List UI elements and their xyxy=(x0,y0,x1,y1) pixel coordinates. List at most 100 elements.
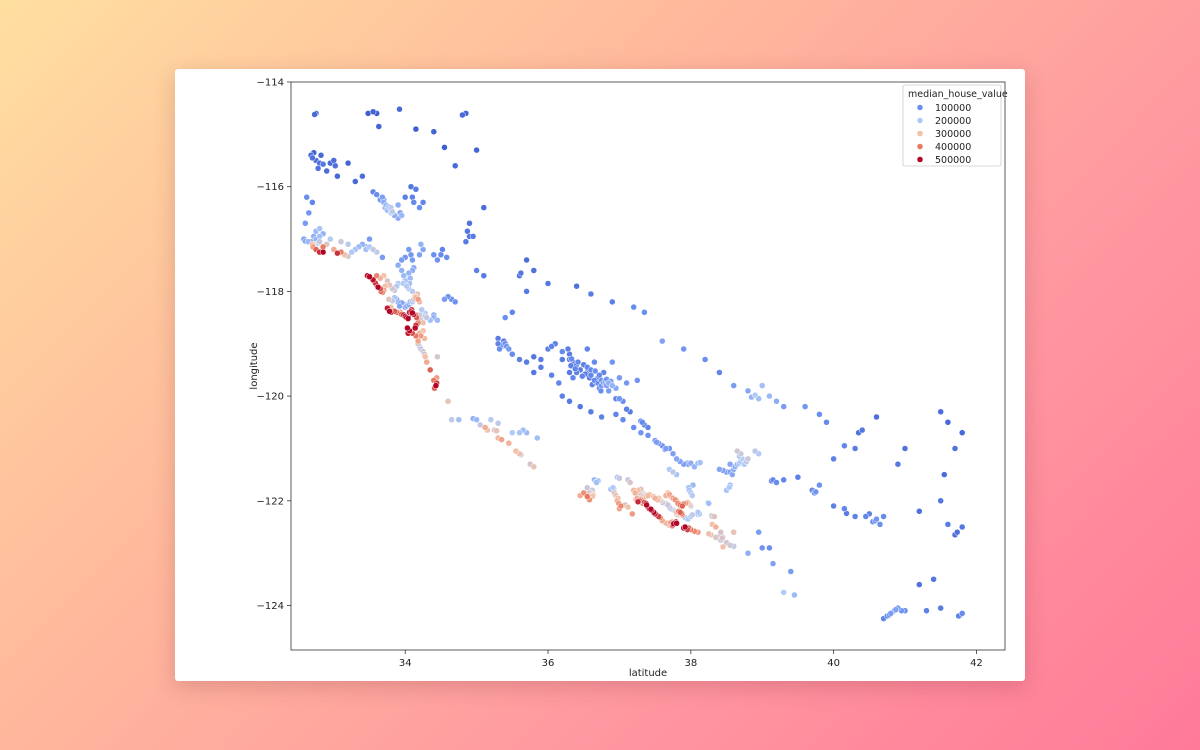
scatter-point xyxy=(617,502,625,510)
scatter-point xyxy=(673,455,680,463)
scatter-point xyxy=(509,350,516,358)
scatter-point xyxy=(705,500,712,507)
scatter-point xyxy=(791,591,798,599)
scatter-point xyxy=(443,254,450,261)
scatter-point xyxy=(916,581,923,588)
scatter-point xyxy=(892,606,900,613)
scatter-point xyxy=(317,152,325,159)
scatter-point xyxy=(726,483,733,491)
scatter-point xyxy=(616,395,623,402)
scatter-point xyxy=(559,356,566,363)
scatter-point xyxy=(566,369,573,376)
scatter-point xyxy=(375,123,383,130)
scatter-point xyxy=(701,356,709,363)
scatter-point xyxy=(505,345,513,353)
scatter-point xyxy=(823,419,830,426)
scatter-point xyxy=(647,505,655,513)
scatter-point xyxy=(412,186,420,193)
scatter-point xyxy=(509,309,516,316)
scatter-point xyxy=(712,534,720,541)
scatter-point xyxy=(493,427,500,434)
scatter-point xyxy=(404,315,412,322)
scatter-point xyxy=(571,365,579,373)
scatter-point xyxy=(669,450,677,457)
scatter-point xyxy=(439,246,446,253)
scatter-point xyxy=(459,111,466,119)
scatter-point xyxy=(637,429,645,436)
scatter-point xyxy=(587,408,595,416)
scatter-point xyxy=(396,302,403,310)
scatter-point xyxy=(591,358,598,366)
scatter-point xyxy=(659,337,666,345)
legend-label: 100000 xyxy=(935,103,971,114)
scatter-point xyxy=(880,513,887,520)
scatter-point xyxy=(641,309,648,316)
scatter-point xyxy=(366,273,373,280)
scatter-point xyxy=(373,191,380,198)
scatter-point xyxy=(314,165,322,172)
scatter-point xyxy=(537,364,545,371)
plot-frame xyxy=(290,81,1006,651)
scatter-point xyxy=(311,111,318,118)
scatter-point xyxy=(689,492,696,499)
scatter-point xyxy=(334,249,341,257)
scatter-point xyxy=(473,146,480,154)
scatter-point xyxy=(385,296,393,303)
scatter-point xyxy=(412,125,420,133)
scatter-point xyxy=(548,371,555,379)
scatter-point xyxy=(409,256,416,264)
scatter-point xyxy=(730,528,737,536)
scatter-point xyxy=(432,382,440,389)
scatter-point xyxy=(780,589,787,596)
scatter-point xyxy=(523,256,530,264)
scatter-point xyxy=(755,528,762,536)
scatter-point xyxy=(851,513,859,520)
scatter-point xyxy=(523,288,530,295)
scatter-point xyxy=(623,405,630,413)
legend-box xyxy=(902,84,1002,167)
scatter-point xyxy=(534,434,541,442)
scatter-point xyxy=(559,392,566,400)
scatter-point xyxy=(624,503,632,511)
scatter-point xyxy=(334,172,341,180)
scatter-point xyxy=(516,356,523,363)
chart-card: 34 36 38 40 42 −114 −116 −118 −120 −122 −124 lati… xyxy=(175,69,1025,681)
y-tick-label: −118 xyxy=(257,287,284,298)
legend-marker xyxy=(916,156,924,163)
scatter-point xyxy=(944,521,952,528)
scatter-point xyxy=(619,416,627,423)
scatter-point xyxy=(409,309,416,317)
scatter-point xyxy=(694,509,702,516)
legend-items: 100000 200000 300000 400000 500000 xyxy=(916,103,971,166)
scatter-point xyxy=(469,233,477,240)
scatter-point xyxy=(941,471,948,478)
scatter-point xyxy=(389,208,396,216)
scatter-point xyxy=(705,530,712,538)
scatter-point xyxy=(437,251,445,259)
scatter-point xyxy=(564,345,572,353)
scatter-point xyxy=(644,432,652,439)
scatter-point xyxy=(744,387,752,395)
scatter-point xyxy=(481,424,489,431)
scatter-point xyxy=(411,324,419,332)
scatter-point xyxy=(323,167,330,175)
scatter-point xyxy=(587,290,595,298)
scatter-point xyxy=(734,447,741,455)
scatter-point xyxy=(758,382,766,389)
scatter-point xyxy=(548,343,555,350)
scatter-point xyxy=(679,502,686,510)
y-tick-label: −116 xyxy=(257,182,284,193)
scatter-point xyxy=(958,610,966,617)
scatter-point xyxy=(634,498,642,506)
legend-label: 500000 xyxy=(935,155,971,166)
scatter-point xyxy=(423,358,430,366)
scatter-point xyxy=(303,193,310,201)
scatter-point xyxy=(894,460,902,468)
scatter-point xyxy=(530,267,538,274)
scatter-point xyxy=(455,416,463,423)
scatter-point xyxy=(616,374,623,382)
scatter-point xyxy=(302,220,309,227)
scatter-point xyxy=(566,398,573,405)
scatter-point xyxy=(480,272,488,279)
scatter-point xyxy=(812,488,820,496)
